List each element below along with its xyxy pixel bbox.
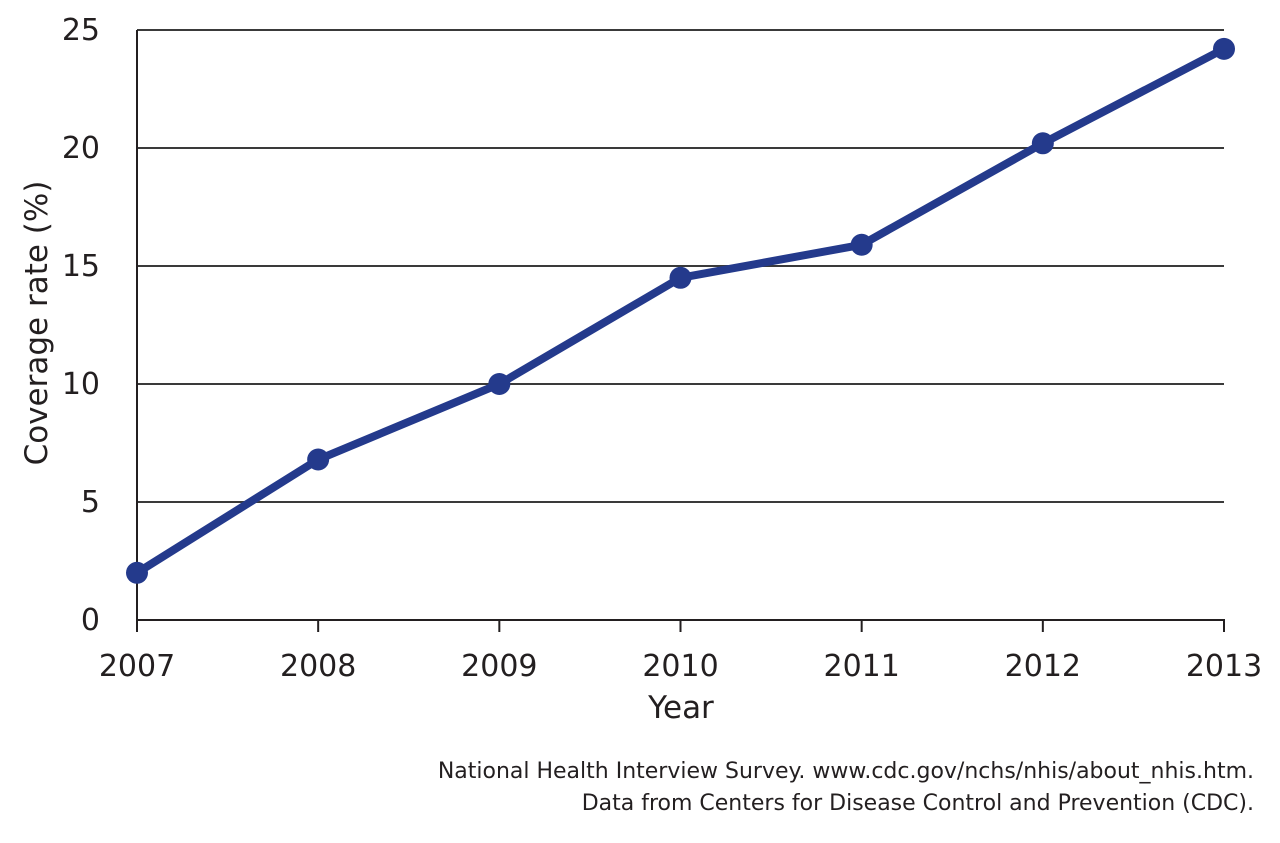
source-line-2: Data from Centers for Disease Control an… bbox=[581, 791, 1254, 816]
data-point bbox=[307, 448, 330, 471]
y-axis-title: Coverage rate (%) bbox=[19, 181, 55, 466]
y-tick-label: 5 bbox=[81, 485, 100, 520]
data-point bbox=[1213, 37, 1235, 60]
y-tick-labels: 0 5 10 15 20 25 bbox=[62, 13, 100, 638]
y-tick-label: 20 bbox=[62, 131, 100, 166]
data-point bbox=[126, 561, 148, 584]
data-point bbox=[850, 233, 873, 256]
series bbox=[126, 37, 1235, 584]
x-tick-labels: 2007 2008 2009 2010 2011 2012 2013 bbox=[99, 649, 1262, 684]
axes bbox=[136, 30, 1225, 632]
y-tick-label: 25 bbox=[62, 13, 100, 48]
x-tick-label: 2008 bbox=[280, 649, 356, 684]
source-line-1: National Health Interview Survey. www.cd… bbox=[437, 759, 1254, 784]
x-axis-title: Year bbox=[647, 690, 714, 726]
y-tick-label: 0 bbox=[81, 603, 100, 638]
x-tick-label: 2013 bbox=[1186, 649, 1262, 684]
y-tick-label: 10 bbox=[62, 367, 100, 402]
data-point bbox=[488, 373, 511, 395]
x-tick-label: 2007 bbox=[99, 649, 175, 684]
data-point bbox=[1031, 132, 1054, 155]
x-tick-label: 2011 bbox=[823, 649, 899, 684]
series-line bbox=[133, 44, 1228, 577]
x-tick-label: 2009 bbox=[461, 649, 537, 684]
gridlines bbox=[137, 29, 1224, 503]
x-tick-label: 2012 bbox=[1005, 649, 1081, 684]
y-tick-label: 15 bbox=[62, 249, 100, 284]
x-tick-label: 2010 bbox=[642, 649, 718, 684]
data-point bbox=[669, 266, 692, 289]
